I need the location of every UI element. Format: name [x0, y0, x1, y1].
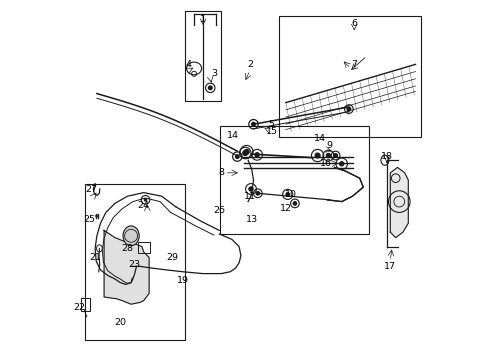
Circle shape — [256, 192, 259, 195]
Text: 10: 10 — [285, 190, 297, 199]
Text: 8: 8 — [218, 168, 224, 177]
Polygon shape — [326, 167, 363, 202]
Text: 9: 9 — [325, 141, 331, 150]
Text: 20: 20 — [114, 318, 126, 327]
Text: 3: 3 — [210, 69, 217, 78]
Text: 18: 18 — [380, 152, 392, 161]
Text: 27: 27 — [85, 184, 97, 194]
Ellipse shape — [123, 226, 139, 246]
Circle shape — [325, 153, 330, 158]
Text: 7: 7 — [350, 60, 357, 69]
Circle shape — [244, 149, 249, 154]
Circle shape — [346, 107, 350, 111]
Text: 17: 17 — [384, 262, 395, 271]
Circle shape — [235, 155, 239, 158]
Text: 26: 26 — [213, 206, 225, 215]
Circle shape — [333, 154, 337, 157]
Circle shape — [143, 198, 147, 202]
Text: 13: 13 — [245, 215, 257, 224]
Text: 1: 1 — [200, 15, 205, 24]
Polygon shape — [389, 167, 407, 238]
Circle shape — [292, 202, 296, 205]
Circle shape — [242, 150, 247, 156]
Text: 19: 19 — [177, 276, 189, 285]
Text: 11: 11 — [244, 192, 255, 201]
Text: 29: 29 — [166, 253, 178, 262]
Text: 21: 21 — [89, 253, 101, 262]
Circle shape — [339, 162, 343, 166]
Text: 5: 5 — [268, 120, 274, 129]
Text: 14: 14 — [313, 134, 325, 143]
Text: 14: 14 — [226, 130, 239, 139]
Circle shape — [248, 187, 253, 191]
Circle shape — [254, 153, 259, 157]
Text: 22: 22 — [73, 303, 85, 312]
Text: 25: 25 — [83, 215, 96, 224]
Text: 28: 28 — [121, 244, 133, 253]
Text: 6: 6 — [350, 19, 357, 28]
Text: 4: 4 — [185, 60, 191, 69]
Circle shape — [285, 193, 289, 196]
Circle shape — [251, 122, 255, 126]
Text: 24: 24 — [138, 201, 149, 210]
Polygon shape — [104, 230, 149, 304]
Text: 23: 23 — [128, 260, 141, 269]
Text: 2: 2 — [246, 60, 252, 69]
Circle shape — [314, 153, 320, 158]
Text: 12: 12 — [279, 204, 291, 213]
Text: 15: 15 — [265, 127, 277, 136]
Circle shape — [208, 86, 212, 90]
Text: 16: 16 — [319, 159, 331, 168]
